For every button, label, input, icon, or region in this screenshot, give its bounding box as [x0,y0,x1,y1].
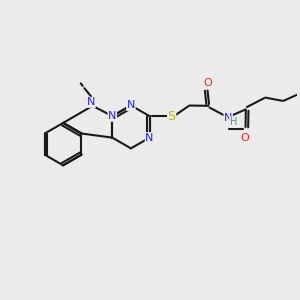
Text: N: N [224,112,232,123]
Text: H: H [230,117,237,127]
Text: N: N [127,100,135,110]
Text: N: N [108,111,116,121]
Text: O: O [241,133,249,143]
Text: O: O [203,78,212,88]
Text: N: N [87,97,95,107]
Text: N: N [146,133,154,142]
Text: S: S [168,110,176,123]
